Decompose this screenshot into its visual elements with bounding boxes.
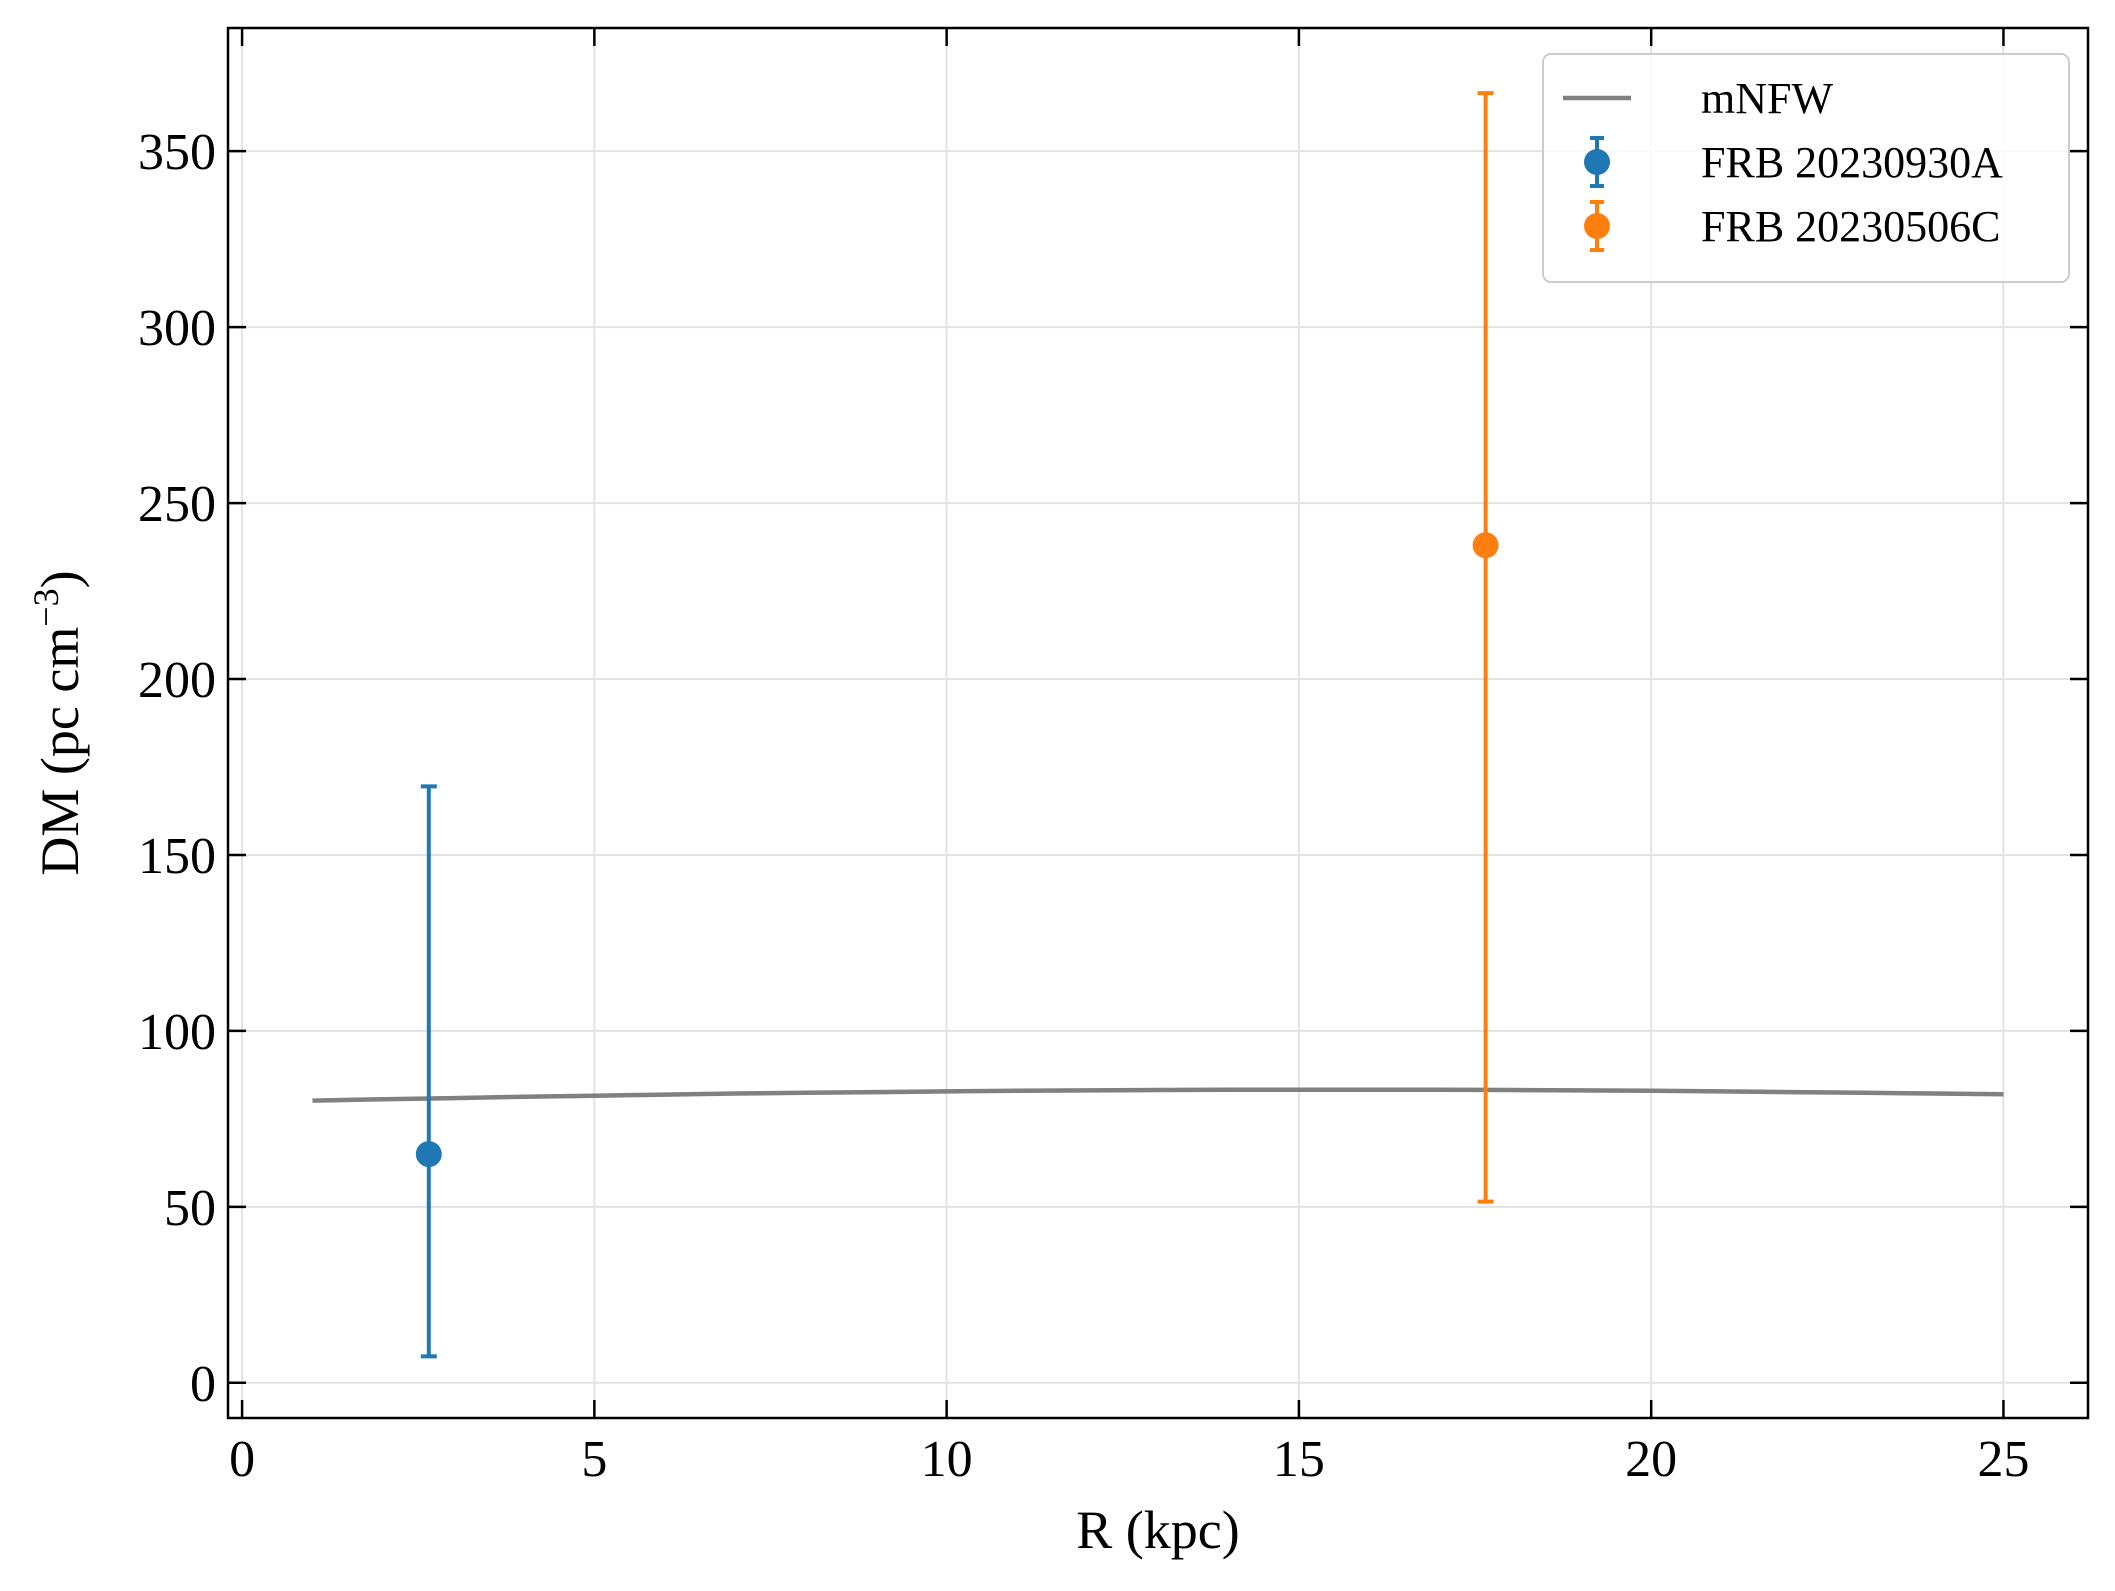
y-axis-label-close: ) [30,570,90,588]
x-axis-label: R (kpc) [1076,1500,1239,1560]
data-point [1472,532,1499,559]
x-tick-label: 10 [921,1431,973,1488]
legend-entry-label: FRB 20230506C [1701,202,2001,251]
legend-handle-marker [1584,213,1610,239]
y-tick-label: 100 [138,1004,216,1061]
y-axis-label-main: DM (pc cm [30,627,90,876]
y-tick-label: 0 [190,1356,216,1413]
y-tick-label: 150 [138,828,216,885]
mnfw-curve [312,1087,2004,1103]
x-tick-label: 20 [1625,1431,1677,1488]
y-axis-label: DM (pc cm−3) [26,570,90,875]
x-tick-label: 15 [1273,1431,1325,1488]
y-tick-label: 250 [138,476,216,533]
x-tick-label: 25 [1977,1431,2029,1488]
legend-entry-label: mNFW [1701,74,1833,123]
x-tick-label: 5 [581,1431,607,1488]
legend-entry-label: FRB 20230930A [1701,138,2003,187]
x-tick-label: 0 [229,1431,255,1488]
legend-frame [1542,53,2070,283]
data-point [415,1141,442,1168]
legend-handle-marker [1584,149,1610,175]
y-tick-label: 200 [138,652,216,709]
data-series [312,91,2004,1359]
plot-area-frame [226,26,2090,1420]
y-tick-label: 350 [138,124,216,181]
y-axis-label-superscript: −3 [26,588,66,626]
y-tick-label: 50 [164,1180,216,1237]
y-tick-label: 300 [138,300,216,357]
legend: mNFW FRB 20230930A FRB 20230506C [1542,53,2070,283]
